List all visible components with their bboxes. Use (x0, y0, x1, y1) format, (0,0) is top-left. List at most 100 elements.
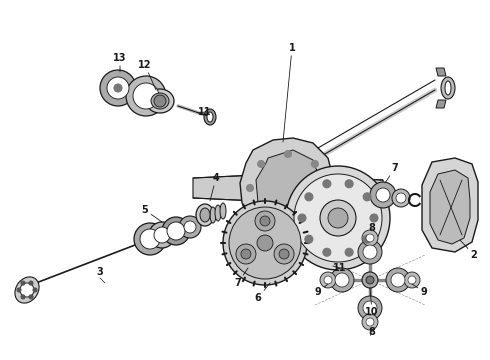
Circle shape (154, 227, 170, 243)
Circle shape (363, 235, 371, 243)
Ellipse shape (15, 277, 39, 303)
Circle shape (323, 248, 331, 256)
Circle shape (362, 272, 378, 288)
Text: 10: 10 (365, 288, 379, 317)
Circle shape (149, 222, 175, 248)
Circle shape (285, 219, 292, 225)
Circle shape (328, 208, 348, 228)
Circle shape (335, 273, 349, 287)
Circle shape (29, 281, 33, 285)
Circle shape (154, 95, 166, 107)
Text: 12: 12 (138, 60, 156, 90)
Circle shape (324, 276, 332, 284)
Ellipse shape (215, 205, 221, 221)
Text: 11: 11 (333, 263, 347, 273)
Circle shape (305, 193, 313, 201)
Circle shape (29, 295, 33, 299)
Circle shape (363, 301, 377, 315)
Circle shape (162, 217, 190, 245)
Circle shape (391, 273, 405, 287)
Ellipse shape (200, 208, 210, 222)
Circle shape (298, 214, 306, 222)
Text: 9: 9 (315, 284, 328, 297)
Polygon shape (298, 176, 383, 200)
Ellipse shape (220, 203, 226, 219)
Circle shape (258, 161, 265, 167)
Text: 4: 4 (210, 173, 220, 201)
Circle shape (294, 174, 382, 262)
Text: 6: 6 (255, 283, 270, 303)
Polygon shape (430, 170, 470, 244)
Circle shape (358, 240, 382, 264)
Ellipse shape (204, 109, 216, 125)
Circle shape (363, 193, 371, 201)
Polygon shape (422, 158, 478, 252)
Text: 8: 8 (368, 327, 375, 337)
Ellipse shape (210, 207, 216, 223)
Circle shape (21, 281, 25, 285)
Ellipse shape (151, 93, 169, 109)
Circle shape (362, 314, 378, 330)
Text: 8: 8 (368, 223, 375, 233)
Circle shape (184, 221, 196, 233)
Circle shape (320, 272, 336, 288)
Ellipse shape (445, 81, 451, 95)
Circle shape (345, 248, 353, 256)
Circle shape (323, 180, 331, 188)
Text: 5: 5 (142, 205, 162, 222)
Text: 13: 13 (113, 53, 127, 72)
Circle shape (363, 245, 377, 259)
Circle shape (366, 234, 374, 242)
Circle shape (133, 83, 159, 109)
Ellipse shape (146, 89, 174, 113)
Ellipse shape (196, 204, 214, 226)
Text: 1: 1 (283, 43, 295, 142)
Circle shape (392, 189, 410, 207)
Circle shape (366, 318, 374, 326)
Polygon shape (256, 150, 320, 218)
Circle shape (305, 235, 313, 243)
Circle shape (320, 200, 356, 236)
Circle shape (279, 249, 289, 259)
Circle shape (229, 207, 301, 279)
Circle shape (241, 249, 251, 259)
Circle shape (274, 244, 294, 264)
Circle shape (17, 288, 21, 292)
Circle shape (376, 188, 390, 202)
Circle shape (260, 216, 270, 226)
Circle shape (20, 283, 34, 297)
Circle shape (223, 201, 307, 285)
Circle shape (257, 235, 273, 251)
Circle shape (330, 268, 354, 292)
Circle shape (114, 84, 122, 92)
Text: 11: 11 (198, 107, 212, 117)
Text: 7: 7 (385, 163, 398, 183)
Circle shape (246, 185, 253, 192)
Circle shape (322, 185, 329, 192)
Circle shape (386, 268, 410, 292)
Circle shape (311, 161, 318, 167)
Text: 2: 2 (460, 240, 477, 260)
Circle shape (370, 214, 378, 222)
Ellipse shape (441, 77, 455, 99)
Text: 7: 7 (235, 268, 248, 288)
Circle shape (366, 276, 374, 284)
Circle shape (286, 166, 390, 270)
Text: 3: 3 (97, 267, 103, 277)
Circle shape (134, 223, 166, 255)
Circle shape (370, 182, 396, 208)
Ellipse shape (207, 112, 213, 122)
Circle shape (408, 276, 416, 284)
Circle shape (100, 70, 136, 106)
Circle shape (285, 150, 292, 158)
Circle shape (179, 216, 201, 238)
Circle shape (107, 77, 129, 99)
Circle shape (33, 288, 37, 292)
Circle shape (258, 208, 265, 216)
Circle shape (236, 244, 256, 264)
Circle shape (167, 222, 185, 240)
Circle shape (140, 229, 160, 249)
Polygon shape (193, 174, 278, 202)
Circle shape (358, 296, 382, 320)
Polygon shape (436, 68, 446, 76)
